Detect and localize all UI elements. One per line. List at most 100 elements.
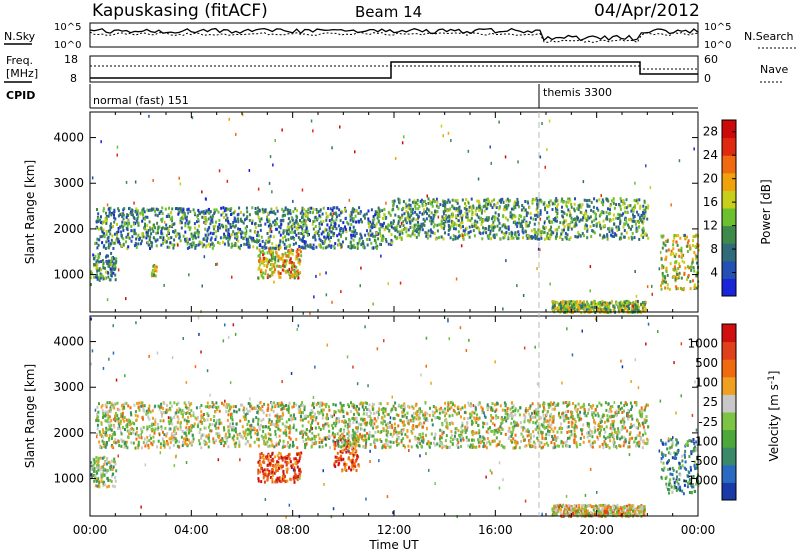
power-echo-cell <box>599 307 602 311</box>
power-echo-cell <box>237 245 240 249</box>
power-echo-cell <box>286 208 289 212</box>
power-echo-cell <box>367 217 370 221</box>
power-echo-cell <box>332 206 335 210</box>
power-echo-cell <box>106 260 109 264</box>
velocity-echo-cell <box>351 404 354 408</box>
power-echo-cell <box>686 241 689 245</box>
velocity-echo-cell <box>564 410 567 414</box>
power-echo-cell <box>98 268 101 272</box>
power-echo-cell <box>619 204 622 208</box>
power-echo-cell <box>555 210 558 213</box>
velocity-echo-cell <box>112 465 115 469</box>
velocity-echo-cell <box>151 443 154 447</box>
velocity-echo-cell <box>182 440 184 444</box>
power-echo-cell <box>260 235 263 239</box>
velocity-echo-cell <box>341 444 344 448</box>
power-echo-cell <box>576 308 579 312</box>
power-echo-cell <box>298 262 301 266</box>
cpid-label: CPID <box>6 89 35 102</box>
power-echo-cell <box>186 208 189 212</box>
velocity-echo-cell <box>547 423 550 427</box>
power-echo-cell <box>325 211 328 215</box>
velocity-echo-cell <box>131 427 134 431</box>
velocity-echo-cell <box>354 447 356 451</box>
power-echo-cell <box>125 221 128 225</box>
velocity-echo-cell <box>371 405 374 409</box>
power-echo-cell <box>369 220 372 224</box>
power-echo-cell <box>212 231 215 235</box>
power-echo-cell <box>140 239 143 243</box>
velocity-echo-cell <box>185 412 188 415</box>
power-echo-cell <box>556 228 559 232</box>
velocity-echo-cell <box>474 404 477 408</box>
velocity-echo-cell <box>104 460 107 464</box>
power-echo-cell <box>627 303 630 307</box>
power-echo-cell <box>176 233 178 237</box>
power-echo-cell <box>148 114 150 118</box>
power-echo-cell <box>207 217 210 221</box>
power-echo-cell <box>424 203 427 207</box>
velocity-echo-cell <box>353 462 356 466</box>
power-echo-cell <box>555 197 558 201</box>
power-echo-cell <box>95 220 98 224</box>
velocity-echo-cell <box>276 412 279 416</box>
power-echo-cell <box>452 224 455 228</box>
power-echo-cell <box>285 229 288 233</box>
power-echo-cell <box>418 205 421 209</box>
power-echo-cell <box>692 279 694 283</box>
power-echo-cell <box>417 233 420 237</box>
power-echo-cell <box>414 210 417 214</box>
power-echo-cell <box>300 232 303 235</box>
power-echo-cell <box>623 229 626 232</box>
power-echo-cell <box>603 224 606 228</box>
power-echo-cell <box>601 299 604 303</box>
velocity-echo-cell <box>91 475 93 479</box>
velocity-echo-cell <box>356 410 359 414</box>
power-echo-cell <box>332 227 335 231</box>
velocity-echo-cell <box>540 441 543 445</box>
power-echo-cell <box>485 216 488 220</box>
power-echo-cell <box>189 210 192 213</box>
power-echo-cell <box>566 300 569 304</box>
power-echo-cell <box>539 155 542 159</box>
power-echo-cell <box>325 271 327 275</box>
power-echo-cell <box>292 199 294 203</box>
power-echo-cell <box>334 222 337 226</box>
power-echo-cell <box>344 225 346 229</box>
power-echo-cell <box>578 303 581 307</box>
power-echo-cell <box>403 135 405 139</box>
power-echo-cell <box>293 264 296 268</box>
power-echo-cell <box>510 207 513 211</box>
power-echo-cell <box>598 301 601 305</box>
power-echo-cell <box>401 231 404 235</box>
power-echo-cell <box>645 205 648 209</box>
velocity-echo-cell <box>583 435 586 439</box>
power-echo-cell <box>595 199 598 203</box>
velocity-echo-cell <box>228 433 231 437</box>
velocity-echo-cell <box>471 419 473 423</box>
power-echo-cell <box>665 270 668 273</box>
power-echo-cell <box>534 237 537 241</box>
power-echo-cell <box>448 225 451 229</box>
power-echo-cell <box>203 217 206 221</box>
velocity-echo-cell <box>299 453 301 457</box>
power-echo-cell <box>581 218 584 222</box>
power-echo-cell <box>372 246 375 250</box>
power-echo-cell <box>282 253 285 257</box>
power-echo-cell <box>630 303 633 307</box>
velocity-echo-cell <box>109 462 112 466</box>
power-echo-cell <box>149 235 152 239</box>
power-echo-cell <box>288 267 291 271</box>
velocity-echo-cell <box>358 464 361 468</box>
velocity-echo-cell <box>101 456 104 460</box>
velocity-echo-cell <box>260 452 263 455</box>
velocity-echo-cell <box>448 407 451 411</box>
velocity-echo-cell <box>444 414 446 418</box>
power-echo-cell <box>391 199 394 203</box>
velocity-echo-cell <box>233 409 236 413</box>
velocity-echo-cell <box>274 455 276 459</box>
power-echo-cell <box>607 207 609 211</box>
power-echo-cell <box>689 280 692 284</box>
power-echo-cell <box>107 229 110 233</box>
velocity-echo-cell <box>277 417 280 421</box>
